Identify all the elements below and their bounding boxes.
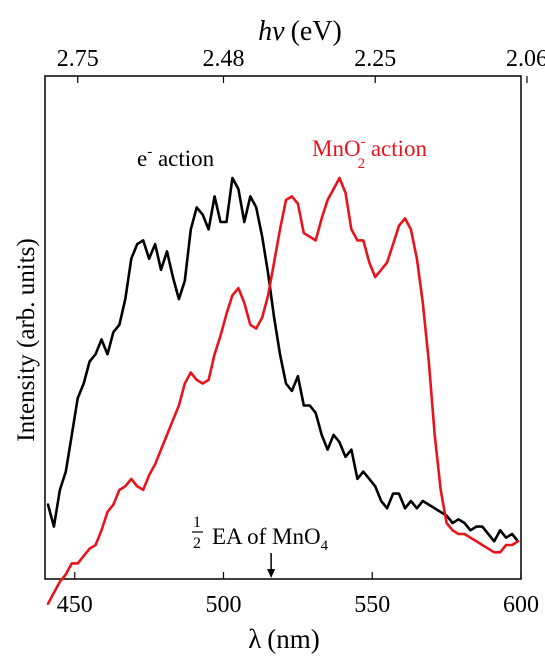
series-label-electron-main: e <box>137 146 147 171</box>
series-label-mno2-rest: action <box>365 136 427 161</box>
top-axis-title: hν (eV) <box>258 16 342 47</box>
series-label-electron-rest: action <box>152 146 214 171</box>
electron-action-line <box>46 176 520 543</box>
series-label-electron-sup: - <box>147 144 152 160</box>
bottom-axis-title-symbol: λ <box>248 624 261 654</box>
bottom-tick-labels: 450 500 550 600 <box>57 592 539 618</box>
ea-frac-num: 1 <box>193 514 201 531</box>
bottom-axis-title-unit: (nm) <box>267 624 319 654</box>
ea-text-main: EA of MnO <box>212 524 321 549</box>
bottom-tick-label-2: 550 <box>354 592 390 618</box>
bottom-axis-title: λ (nm) <box>248 624 320 654</box>
y-axis-title: Intensity (arb. units) <box>13 238 40 441</box>
bottom-tick-label-3: 600 <box>503 592 539 618</box>
bottom-tick-label-1: 500 <box>206 592 242 618</box>
top-tick-labels: 2.75 2.48 2.25 2.06 <box>57 46 545 72</box>
series-label-mno2-main: MnO <box>312 136 361 161</box>
top-tick-label-0: 2.75 <box>57 46 99 72</box>
ea-text-sub: 4 <box>321 538 329 554</box>
series-label-mno2-sub: 2 <box>358 156 366 172</box>
top-tick-label-1: 2.48 <box>203 46 245 72</box>
bottom-tick-label-0: 450 <box>57 592 93 618</box>
ea-arrow <box>267 553 276 578</box>
tick-marks <box>74 76 528 579</box>
series-label-mno2: MnO- 2 action <box>312 134 428 172</box>
mno2-action-line <box>46 176 520 606</box>
plot-frame <box>44 75 522 580</box>
top-axis-title-symbol: hν <box>258 16 285 47</box>
series-label-electron: e- action <box>137 144 215 171</box>
ea-frac-den: 2 <box>193 535 201 552</box>
ea-arrow-head <box>267 569 276 578</box>
series-lines <box>46 176 520 606</box>
ea-annotation: 1 2 EA of MnO4 <box>192 514 329 554</box>
top-tick-label-3: 2.06 <box>506 46 545 72</box>
top-axis-title-unit: (eV) <box>291 16 342 47</box>
top-tick-label-2: 2.25 <box>354 46 396 72</box>
ea-text: EA of MnO4 <box>212 524 329 554</box>
series-label-mno2-sup: - <box>361 134 366 150</box>
